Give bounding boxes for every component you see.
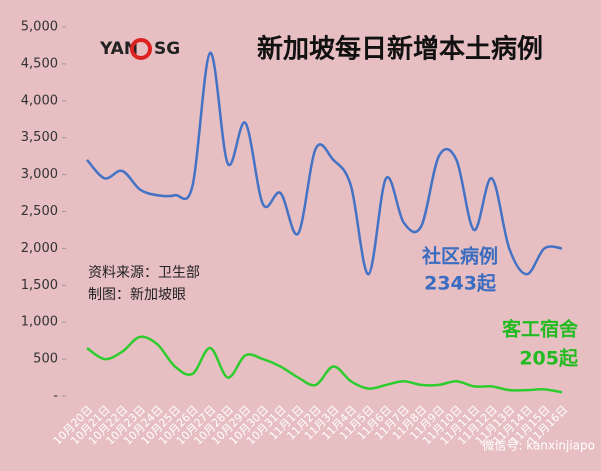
y-tick-label: 3,000 [21, 167, 58, 182]
series-label: 社区病例 [421, 245, 498, 268]
line-series [86, 51, 563, 276]
y-tick-label: 5,000 [21, 20, 58, 35]
y-tick-label: 1,000 [21, 315, 58, 330]
y-tick-label: 500 [33, 352, 58, 367]
logo-right: SG [154, 39, 180, 59]
y-tick-label: 2,000 [21, 241, 58, 256]
line-series [86, 335, 563, 394]
series-total: 205起 [519, 348, 579, 370]
credit: 制图：新加坡眼 [88, 287, 186, 303]
y-tick-label: 1,500 [21, 278, 58, 293]
logo-icon [130, 38, 152, 60]
series-label: 客工宿舍 [502, 318, 579, 341]
y-tick-label: 2,500 [21, 204, 58, 219]
watermark: 微信号: kanxinjiapo [482, 439, 595, 453]
logo-left: YAN [99, 39, 138, 59]
y-tick-label: 4,500 [21, 56, 58, 71]
source: 资料来源：卫生部 [88, 265, 200, 281]
y-tick-label: 4,000 [21, 93, 58, 108]
y-tick-label: - [53, 389, 58, 404]
y-tick-label: 3,500 [21, 130, 58, 145]
series-total: 2343起 [424, 273, 497, 295]
chart-title: 新加坡每日新增本土病例 [257, 34, 543, 65]
